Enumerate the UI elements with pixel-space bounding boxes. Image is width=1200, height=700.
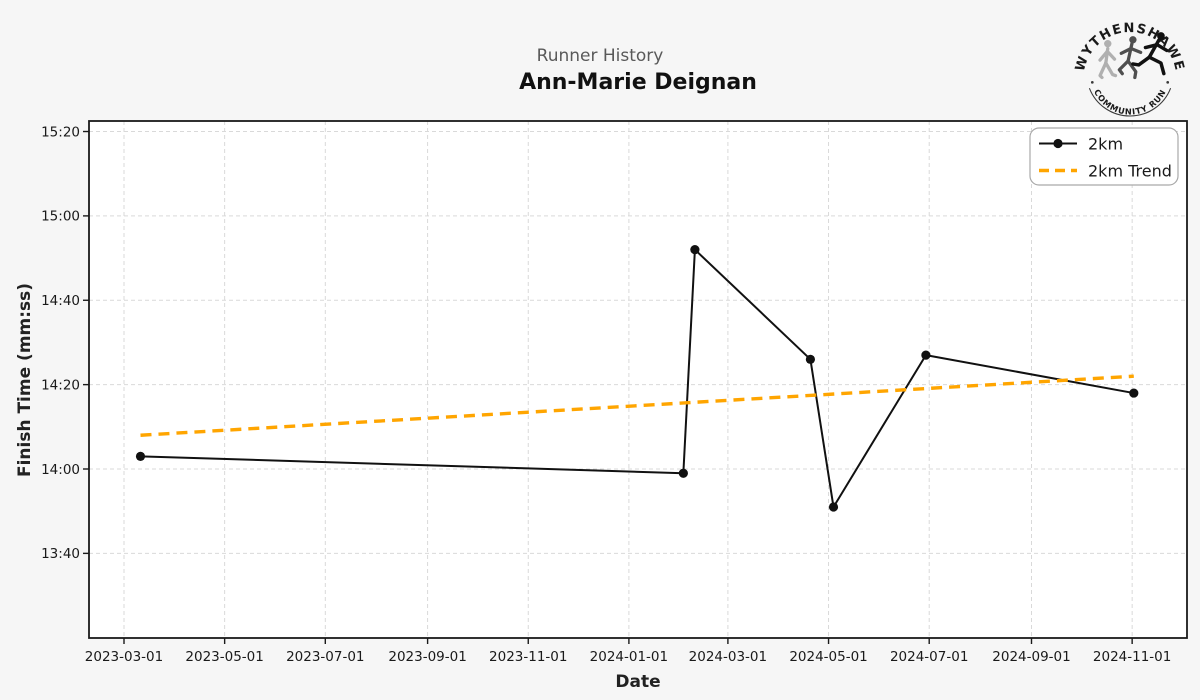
y-tick-label: 14:00 [41, 462, 80, 478]
legend-trend-label: 2km Trend [1088, 162, 1172, 181]
trend-dashed-line [140, 374, 1134, 437]
plot-background [89, 121, 1187, 638]
data-point-markers [135, 245, 1139, 512]
y-tick-label: 13:40 [41, 546, 80, 562]
data-point-marker [678, 468, 688, 478]
x-tick-label: 2023-09-01 [388, 649, 466, 665]
x-tick-label: 2023-05-01 [185, 649, 263, 665]
y-tick-label: 15:20 [41, 124, 80, 140]
logo-runners [1098, 32, 1169, 80]
data-point-marker [828, 502, 839, 512]
y-axis-title: Finish Time (mm:ss) [15, 283, 35, 477]
x-axis-title: Date [615, 672, 660, 692]
y-axis-ticks: 15:20 15:00 14:40 14:20 14:00 13:40 [41, 124, 89, 562]
runner-sprinting-icon [1131, 32, 1169, 76]
trend-line-2km [140, 374, 1134, 437]
x-axis-ticks: 2023-03-01 2023-05-01 2023-07-01 2023-09-01… [85, 638, 1171, 665]
x-tick-label: 2024-05-01 [789, 649, 867, 665]
chart-suptitle: Runner History [536, 46, 664, 66]
logo-left-dot [1090, 80, 1094, 84]
x-tick-label: 2024-01-01 [590, 649, 668, 665]
y-tick-label: 14:20 [41, 377, 80, 393]
chart-title: Ann-Marie Deignan [519, 70, 757, 95]
logo-bottom-text: COMMUNITY RUN [1092, 87, 1168, 116]
gridlines [89, 121, 1187, 638]
data-point-marker [135, 451, 146, 461]
legend-2km-marker-sample [1053, 138, 1063, 149]
logo-right-dot [1166, 80, 1170, 84]
runner-walking-icon [1098, 39, 1118, 80]
x-tick-label: 2024-07-01 [890, 649, 968, 665]
legend: 2km 2km Trend [1029, 127, 1179, 186]
plot-border [88, 120, 1188, 639]
data-point-marker [921, 350, 931, 360]
x-tick-label: 2023-07-01 [286, 649, 364, 665]
data-point-marker [690, 245, 700, 255]
data-point-marker [1129, 388, 1139, 398]
legend-2km-label: 2km [1088, 135, 1123, 154]
y-tick-label: 14:40 [41, 293, 80, 309]
x-tick-label: 2024-11-01 [1093, 649, 1171, 665]
x-tick-label: 2023-11-01 [489, 649, 567, 665]
runner-jogging-icon [1117, 36, 1143, 80]
wythenshawe-community-run-logo: WYTHENSHAWE COMMUNITY RUN [1073, 21, 1186, 117]
x-tick-label: 2023-03-01 [85, 649, 163, 665]
x-tick-label: 2024-03-01 [689, 649, 767, 665]
logo-bottom-arc [1088, 87, 1172, 117]
legend-box [1029, 127, 1179, 186]
y-tick-label: 15:00 [41, 209, 80, 225]
x-tick-label: 2024-09-01 [992, 649, 1070, 665]
data-point-marker [805, 354, 816, 364]
